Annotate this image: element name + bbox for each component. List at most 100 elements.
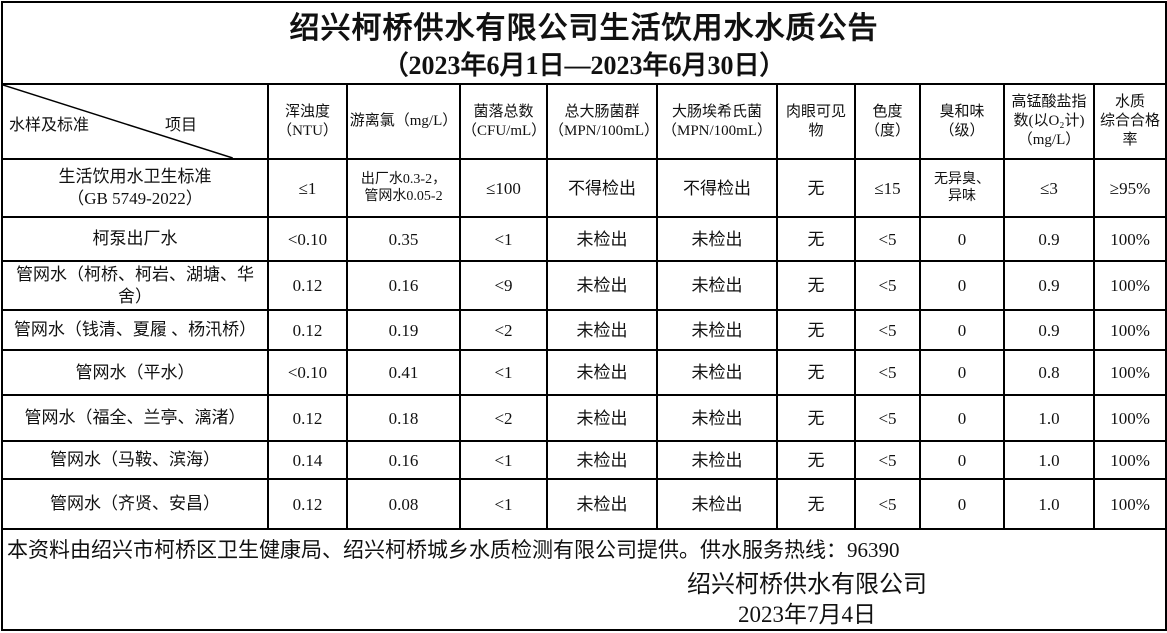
signature-date: 2023年7月4日 (738, 602, 876, 627)
value-cell: <0.10 (267, 216, 348, 262)
corner-label-item: 项目 (165, 117, 198, 134)
corner-label-sample: 水样及标准 (9, 117, 90, 134)
value-cell: 0.35 (346, 216, 461, 262)
value-cell: 出厂水0.3-2， 管网水0.05-2 (346, 158, 461, 218)
signature-company: 绍兴柯桥供水有限公司 (687, 572, 927, 598)
value-cell: 100% (1092, 478, 1167, 530)
value-cell: 0 (919, 309, 1005, 351)
value-cell: 未检出 (546, 349, 658, 396)
value-cell: 无 (776, 260, 856, 311)
column-header: 总大肠菌群 （MPN/100mL） (546, 83, 658, 160)
value-cell: 0.12 (267, 478, 348, 530)
table-row: 管网水（平水） <0.10 0.41 <1 未检出 未检出无 <5 0 0.8 100% (1, 349, 1167, 396)
column-header: 菌落总数 （CFU/mL） (459, 83, 548, 160)
column-header: 臭和味 （级） (919, 83, 1005, 160)
value-cell: 0.12 (267, 394, 348, 442)
value-cell: <1 (459, 349, 548, 396)
value-cell: <5 (854, 309, 921, 351)
value-cell: 100% (1092, 260, 1167, 311)
value-cell: 0.9 (1003, 216, 1095, 262)
value-cell: 0 (919, 440, 1005, 480)
value-cell: ≤15 (854, 158, 921, 218)
value-cell: 0.12 (267, 309, 348, 351)
value-cell: 不得检出 (546, 158, 658, 218)
column-header-row: 水样及标准 项目 浑浊度 （NTU） 游离氯（mg/L） 菌落总数 （CFU/mL）… (1, 83, 1167, 160)
value-cell: 100% (1092, 349, 1167, 396)
column-header: 水质 综合合格率 (1092, 83, 1167, 160)
table-row: 管网水（齐贤、安昌） 0.12 0.08 <1 未检出 未检出无 <5 0 1.0 100% (1, 478, 1167, 530)
value-cell: 1.0 (1003, 440, 1095, 480)
value-cell: 无 (776, 478, 856, 530)
row-label-cell: 柯泵出厂水 (1, 216, 269, 262)
row-label-cell: 管网水（马鞍、滨海） (1, 440, 269, 480)
value-cell: 0 (919, 349, 1005, 396)
value-cell: ≤3 (1003, 158, 1095, 218)
value-cell: 0 (919, 478, 1005, 530)
value-cell: <1 (459, 216, 548, 262)
value-cell: 1.0 (1003, 394, 1095, 442)
value-cell: 不得检出 (656, 158, 778, 218)
value-cell: <5 (854, 394, 921, 442)
value-cell: 0.9 (1003, 309, 1095, 351)
value-cell: 未检出 (656, 349, 778, 396)
value-cell: 无 (776, 216, 856, 262)
value-cell: 0.08 (346, 478, 461, 530)
value-cell: 100% (1092, 394, 1167, 442)
value-cell: <1 (459, 478, 548, 530)
title-row: 绍兴柯桥供水有限公司生活饮用水水质公告 （2023年6月1日—2023年6月30… (0, 1, 1167, 85)
value-cell: 未检出 (546, 478, 658, 530)
row-label-cell: 管网水（钱清、夏履 、杨汛桥） (1, 309, 269, 351)
value-cell: 100% (1092, 309, 1167, 351)
value-cell: 1.0 (1003, 478, 1095, 530)
footer-note: 本资料由绍兴市柯桥区卫生健康局、绍兴柯桥城乡水质检测有限公司提供。供水服务热线：… (7, 538, 900, 562)
value-cell: <5 (854, 349, 921, 396)
value-cell: <5 (854, 440, 921, 480)
value-cell: ≥95% (1092, 158, 1167, 218)
value-cell: 0.14 (267, 440, 348, 480)
value-cell: 100% (1092, 440, 1167, 480)
value-cell: 无 (776, 309, 856, 351)
row-label-cell: 管网水（柯桥、柯岩、湖塘、华舍） (1, 260, 269, 311)
value-cell: <9 (459, 260, 548, 311)
value-cell: 0 (919, 394, 1005, 442)
column-header: 肉眼可见物 (776, 83, 856, 160)
value-cell: 未检出 (546, 394, 658, 442)
row-label-cell: 管网水（齐贤、安昌） (1, 478, 269, 530)
value-cell: <0.10 (267, 349, 348, 396)
value-cell: 未检出 (546, 216, 658, 262)
value-cell: 未检出 (656, 478, 778, 530)
value-cell: 未检出 (656, 260, 778, 311)
value-cell: 无 (776, 440, 856, 480)
row-label-cell: 生活饮用水卫生标准 （GB 5749-2022） (1, 158, 269, 218)
value-cell: 未检出 (656, 216, 778, 262)
value-cell: 0.8 (1003, 349, 1095, 396)
table-row: 管网水（福全、兰亭、漓渚） 0.12 0.18 <2 未检出 未检出无 <5 0 1.0 100% (1, 394, 1167, 442)
table-row: 生活饮用水卫生标准 （GB 5749-2022） ≤1 出厂水0.3-2， 管网水0… (1, 158, 1167, 218)
value-cell: <5 (854, 478, 921, 530)
value-cell: 无异臭、 异味 (919, 158, 1005, 218)
value-cell: <2 (459, 394, 548, 442)
footer-cell: 本资料由绍兴市柯桥区卫生健康局、绍兴柯桥城乡水质检测有限公司提供。供水服务热线：… (0, 528, 1167, 631)
row-label-cell: 管网水（平水） (1, 349, 269, 396)
value-cell: 无 (776, 158, 856, 218)
value-cell: 无 (776, 394, 856, 442)
row-label-cell: 管网水（福全、兰亭、漓渚） (1, 394, 269, 442)
value-cell: 0.18 (346, 394, 461, 442)
date-range: （2023年6月1日—2023年6月30日） (382, 51, 786, 80)
column-header: 浑浊度 （NTU） (267, 83, 348, 160)
page-title: 绍兴柯桥供水有限公司生活饮用水水质公告 (289, 12, 879, 45)
value-cell: <5 (854, 260, 921, 311)
value-cell: 未检出 (546, 440, 658, 480)
value-cell: 未检出 (656, 309, 778, 351)
value-cell: 未检出 (546, 309, 658, 351)
diagonal-line-icon (3, 85, 267, 158)
column-header: 色度 （度） (854, 83, 921, 160)
signature-block: 绍兴柯桥供水有限公司 2023年7月4日 (592, 570, 1022, 628)
table-body: 生活饮用水卫生标准 （GB 5749-2022） ≤1 出厂水0.3-2， 管网水0… (1, 158, 1167, 530)
value-cell: 0.9 (1003, 260, 1095, 311)
value-cell: 0 (919, 260, 1005, 311)
value-cell: 0.16 (346, 260, 461, 311)
table-row: 管网水（钱清、夏履 、杨汛桥） 0.12 0.19 <2 未检出 未检出无 <5 0 0.9 10… (1, 309, 1167, 351)
value-cell: 未检出 (656, 394, 778, 442)
